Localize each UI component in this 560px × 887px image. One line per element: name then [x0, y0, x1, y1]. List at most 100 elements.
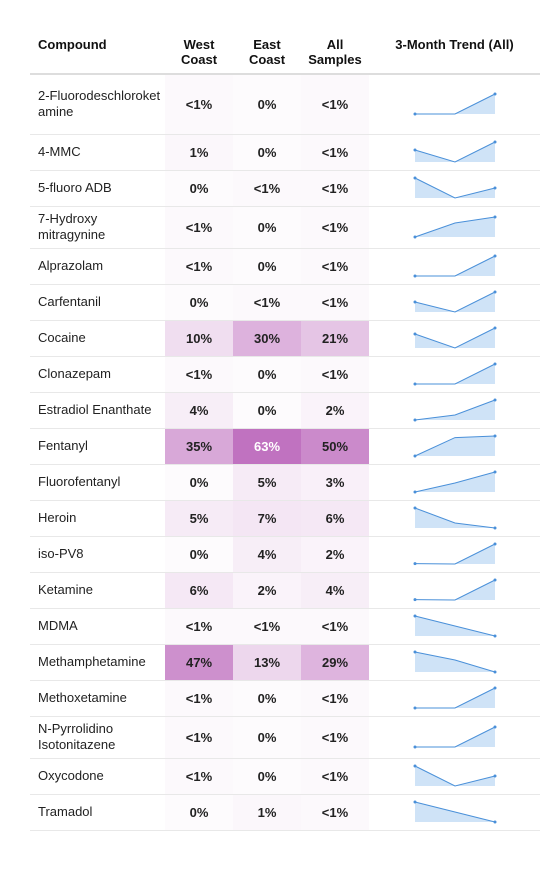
trend-sparkline — [413, 578, 496, 602]
trend-area — [414, 292, 495, 312]
trend-line — [414, 141, 495, 163]
west-coast-value: <1% — [165, 74, 233, 135]
compound-name: MDMA — [30, 608, 165, 645]
all-samples-value: 3% — [301, 464, 369, 501]
west-coast-value: 10% — [165, 320, 233, 357]
west-coast-value: <1% — [165, 608, 233, 645]
west-coast-value: <1% — [165, 716, 233, 759]
east-coast-value: <1% — [233, 170, 301, 207]
trend-start-point — [413, 764, 416, 768]
trend-line — [414, 726, 495, 748]
east-coast-value: 0% — [233, 248, 301, 285]
header-trend: 3-Month Trend (All) — [369, 30, 540, 75]
table-row: Oxycodone <1% 0% <1% — [30, 758, 540, 795]
trend-sparkline — [413, 470, 496, 494]
east-coast-value: 7% — [233, 500, 301, 537]
trend-start-point — [413, 112, 416, 116]
trend-start-point — [413, 745, 416, 749]
trend-area — [414, 256, 495, 276]
trend-cell — [369, 134, 540, 171]
all-samples-value: <1% — [301, 356, 369, 393]
trend-sparkline — [413, 326, 496, 349]
table-row: Fluorofentanyl 0% 5% 3% — [30, 464, 540, 501]
compound-name: 2-Fluorodeschloroketamine — [30, 74, 165, 135]
west-coast-value: <1% — [165, 758, 233, 795]
trend-sparkline — [413, 614, 496, 638]
west-coast-value: 0% — [165, 794, 233, 831]
trend-area — [414, 328, 495, 348]
table-row: Clonazepam <1% 0% <1% — [30, 356, 540, 393]
trend-end-point — [493, 725, 496, 729]
trend-start-point — [413, 598, 416, 602]
header-row: Compound West Coast East Coast All Sampl… — [30, 30, 540, 75]
trend-end-point — [493, 820, 496, 824]
trend-cell — [369, 608, 540, 645]
table-row: MDMA <1% <1% <1% — [30, 608, 540, 645]
trend-start-point — [413, 418, 416, 422]
table-body: 2-Fluorodeschloroketamine <1% 0% <1% 4-MMC 1%… — [30, 74, 540, 831]
all-samples-value: <1% — [301, 248, 369, 285]
compound-name: Alprazolam — [30, 248, 165, 285]
table-row: 7-Hydroxy mitragynine <1% 0% <1% — [30, 206, 540, 249]
trend-sparkline — [413, 542, 496, 566]
trend-cell — [369, 716, 540, 759]
trend-line — [414, 579, 495, 601]
east-coast-value: 5% — [233, 464, 301, 501]
all-samples-value: <1% — [301, 680, 369, 717]
trend-sparkline — [413, 506, 496, 530]
all-samples-value: 50% — [301, 428, 369, 465]
east-coast-value: <1% — [233, 608, 301, 645]
trend-sparkline — [413, 176, 496, 199]
trend-line — [414, 399, 495, 421]
all-samples-value: <1% — [301, 794, 369, 831]
trend-cell — [369, 500, 540, 537]
table-row: 2-Fluorodeschloroketamine <1% 0% <1% — [30, 74, 540, 135]
west-coast-value: 0% — [165, 536, 233, 573]
trend-end-point — [493, 434, 496, 438]
trend-area — [414, 436, 495, 456]
trend-sparkline — [413, 650, 496, 674]
trend-start-point — [413, 235, 416, 239]
trend-line — [414, 93, 495, 115]
compound-name: Estradiol Enanthate — [30, 392, 165, 429]
compound-name: Methoxetamine — [30, 680, 165, 717]
table-row: Carfentanil 0% <1% <1% — [30, 284, 540, 321]
all-samples-value: <1% — [301, 608, 369, 645]
trend-line — [414, 765, 495, 787]
header-west-coast: West Coast — [165, 30, 233, 75]
trend-end-point — [493, 578, 496, 582]
trend-area — [414, 766, 495, 786]
east-coast-value: 0% — [233, 356, 301, 393]
trend-sparkline — [413, 764, 496, 787]
trend-start-point — [413, 562, 416, 566]
trend-end-point — [493, 774, 496, 778]
table-row: Methamphetamine 47% 13% 29% — [30, 644, 540, 681]
compound-name: Carfentanil — [30, 284, 165, 321]
trend-line — [414, 651, 495, 673]
trend-area — [414, 580, 495, 600]
compound-name: Tramadol — [30, 794, 165, 831]
compound-name: iso-PV8 — [30, 536, 165, 573]
west-coast-value: 0% — [165, 464, 233, 501]
compound-name: Oxycodone — [30, 758, 165, 795]
trend-end-point — [493, 290, 496, 294]
trend-cell — [369, 248, 540, 285]
trend-start-point — [413, 800, 416, 804]
compound-name: Fluorofentanyl — [30, 464, 165, 501]
results-table: Compound West Coast East Coast All Sampl… — [30, 30, 540, 831]
table-row: Tramadol 0% 1% <1% — [30, 794, 540, 831]
trend-area — [414, 364, 495, 384]
trend-start-point — [413, 490, 416, 494]
compound-name: Fentanyl — [30, 428, 165, 465]
trend-cell — [369, 794, 540, 831]
east-coast-value: 0% — [233, 758, 301, 795]
header-east-coast: East Coast — [233, 30, 301, 75]
trend-sparkline — [413, 686, 496, 710]
all-samples-value: <1% — [301, 74, 369, 135]
east-coast-value: 0% — [233, 206, 301, 249]
trend-cell — [369, 284, 540, 321]
trend-cell — [369, 392, 540, 429]
table-row: N-Pyrrolidino Isotonitazene <1% 0% <1% — [30, 716, 540, 759]
east-coast-value: 4% — [233, 536, 301, 573]
trend-start-point — [413, 614, 416, 618]
